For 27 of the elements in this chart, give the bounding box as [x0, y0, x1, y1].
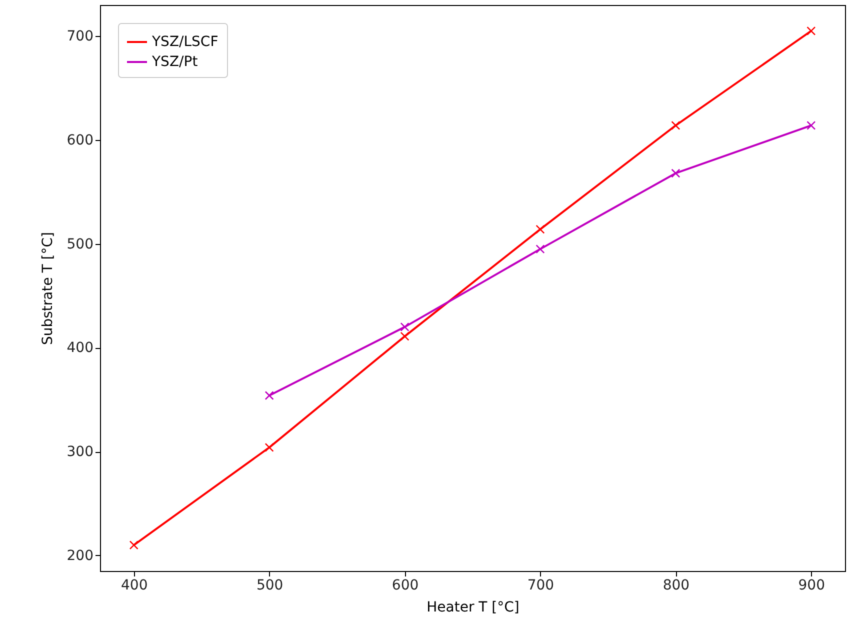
x-tick-label: 700	[527, 578, 554, 594]
x-tick-label: 900	[798, 578, 826, 594]
y-axis-title: Substrate T [°C]	[40, 232, 56, 346]
legend-label: YSZ/Pt	[151, 54, 198, 70]
x-tick-label: 400	[120, 578, 148, 594]
point	[264, 390, 274, 400]
point	[806, 120, 816, 130]
point	[671, 120, 680, 130]
point	[536, 224, 545, 234]
point	[129, 540, 138, 550]
point	[806, 26, 816, 36]
legend-label: YSZ/LSCF	[151, 34, 218, 50]
y-tick-label: 300	[66, 444, 94, 460]
y-tick-label: 500	[66, 236, 94, 252]
point	[536, 244, 545, 254]
point	[264, 442, 274, 452]
x-axis-title: Heater T [°C]	[426, 600, 520, 616]
y-tick-label: 400	[66, 340, 94, 356]
y-tick-label: 600	[66, 132, 94, 149]
y-tick-label: 700	[66, 28, 94, 45]
x-tick-label: 500	[256, 578, 284, 594]
point	[400, 332, 410, 341]
x-tick-label: 800	[662, 578, 690, 594]
point	[671, 168, 680, 178]
y-tick-label: 200	[66, 548, 94, 564]
point	[400, 322, 410, 332]
x-tick-label: 600	[392, 578, 419, 594]
